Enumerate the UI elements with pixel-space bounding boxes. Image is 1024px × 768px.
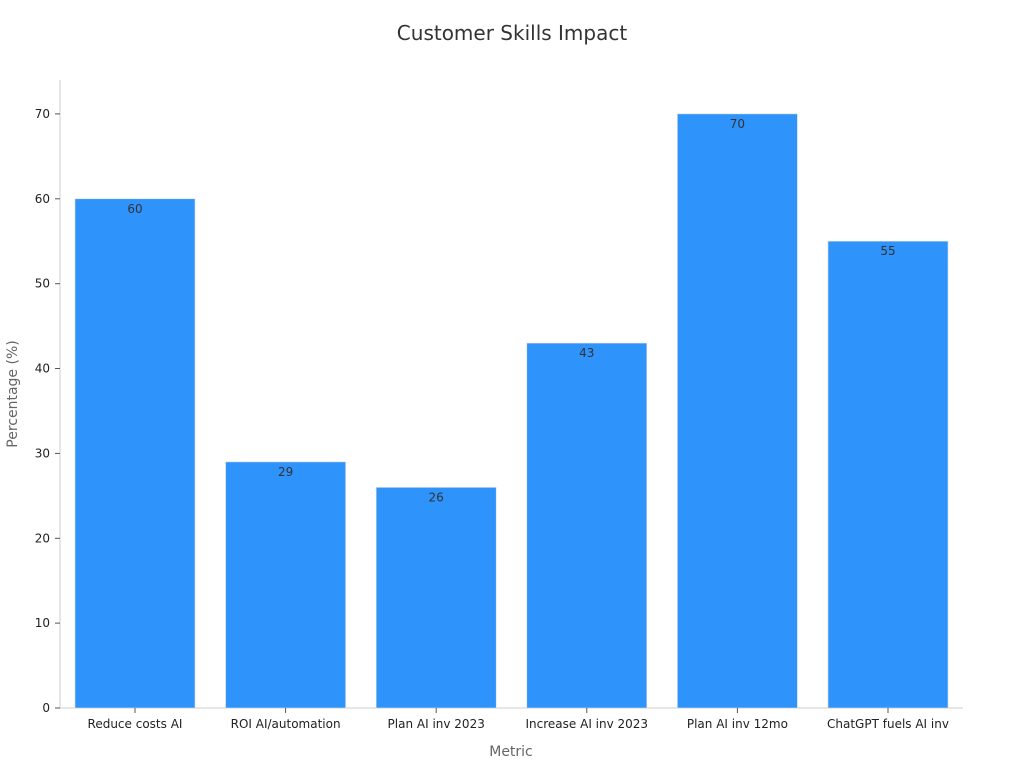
data-label: 26 [429,490,444,504]
bar [827,240,949,709]
y-tick-label: 30 [35,446,50,460]
chart-title: Customer Skills Impact [397,21,628,45]
bar [526,342,648,709]
bars-group: 60 29 26 43 70 55 [74,113,949,709]
data-label: 55 [880,244,895,258]
x-ticks-group: Reduce costs AI ROI AI/automation Plan AI … [88,708,949,731]
bar [225,461,346,709]
y-tick-label: 10 [35,616,50,630]
x-tick-label: ChatGPT fuels AI inv [827,717,949,731]
x-tick-label: ROI AI/automation [231,717,341,731]
x-tick-label: Plan AI inv 12mo [687,717,788,731]
bar [677,113,798,709]
x-axis-title: Metric [489,744,533,760]
y-tick-label: 60 [35,192,50,206]
y-ticks-group: 0 10 20 30 40 50 60 70 [35,107,60,715]
y-tick-label: 50 [35,277,50,291]
bar [375,487,497,709]
y-tick-label: 70 [35,107,50,121]
data-label: 60 [127,202,142,216]
y-tick-label: 0 [42,701,50,715]
y-tick-label: 40 [35,362,50,376]
x-tick-label: Reduce costs AI [88,717,183,731]
x-tick-label: Increase AI inv 2023 [526,717,649,731]
y-tick-label: 20 [35,531,50,545]
x-tick-label: Plan AI inv 2023 [388,717,485,731]
data-label: 70 [730,117,745,131]
y-axis-title: Percentage (%) [5,340,21,447]
data-label: 43 [579,346,594,360]
data-label: 29 [278,465,293,479]
bar [74,198,196,709]
